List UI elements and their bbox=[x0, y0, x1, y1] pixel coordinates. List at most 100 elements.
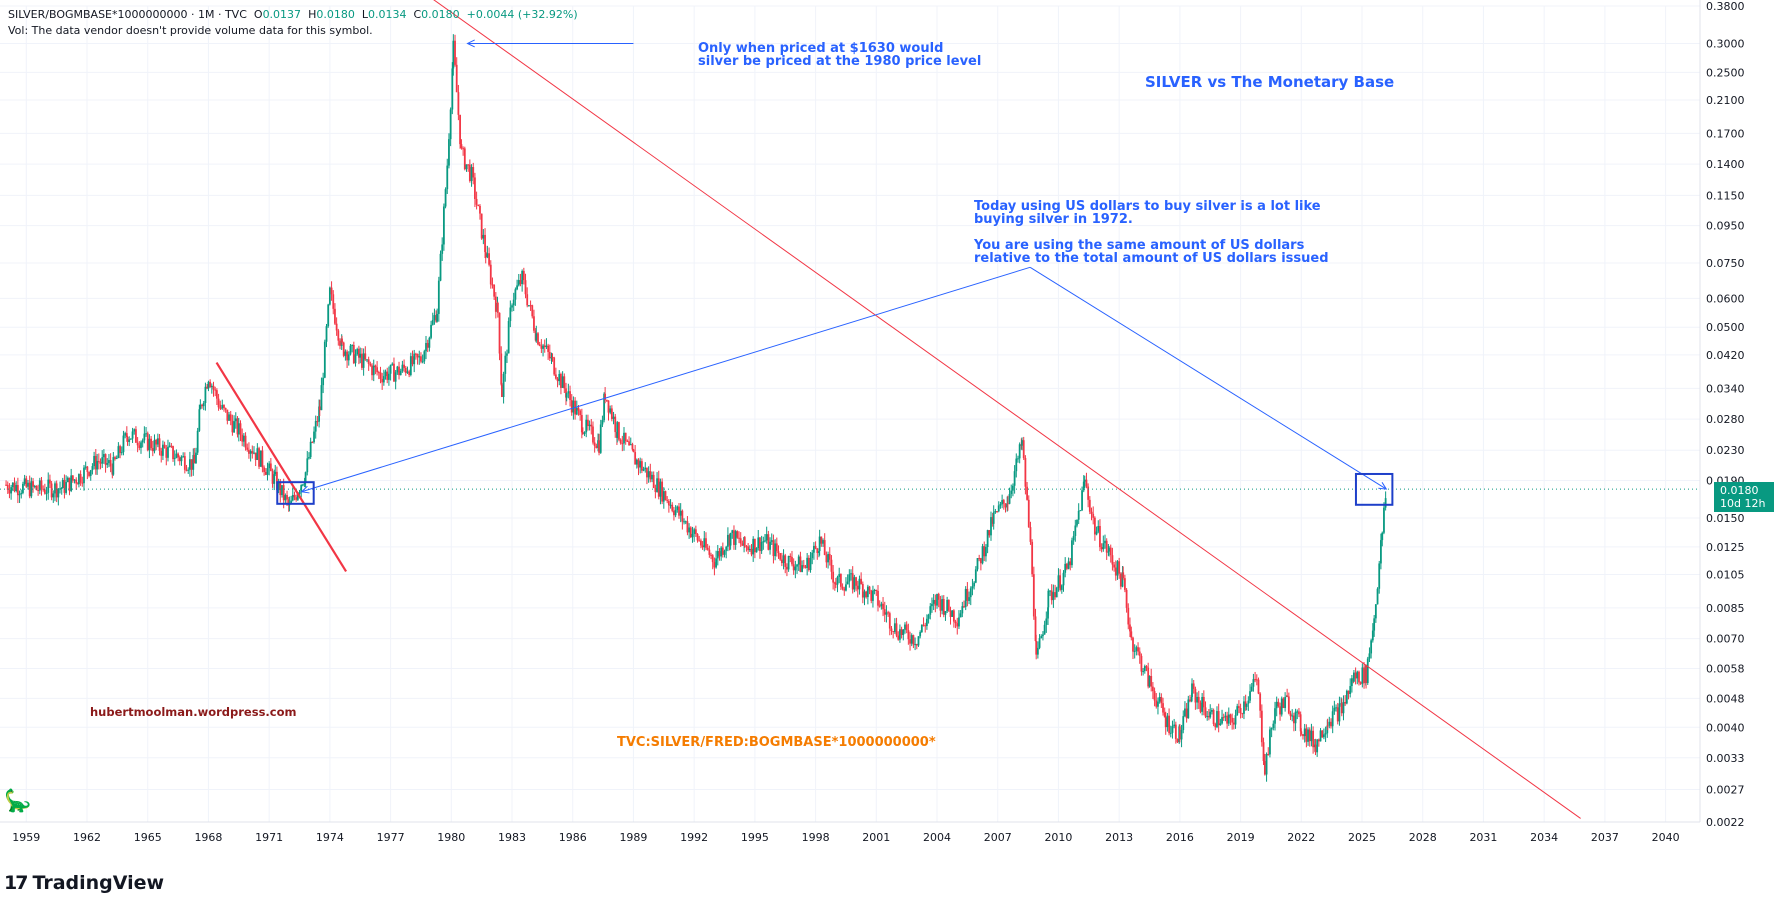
symbol-legend[interactable]: SILVER/BOGMBASE*1000000000 · 1M · TVC O0… bbox=[8, 8, 578, 21]
candle-body bbox=[629, 444, 632, 446]
candle-body bbox=[760, 542, 763, 552]
candle-body bbox=[223, 405, 225, 409]
candle-body bbox=[196, 430, 199, 453]
candle-body bbox=[1182, 716, 1185, 731]
candle-body bbox=[37, 490, 40, 492]
candle-body bbox=[301, 484, 304, 486]
candle-body bbox=[733, 530, 735, 545]
candle-body bbox=[612, 416, 615, 419]
candle-body bbox=[1338, 703, 1341, 722]
candle-body bbox=[1015, 458, 1018, 472]
candle-body bbox=[393, 363, 395, 382]
candle-body bbox=[635, 459, 638, 465]
tradingview-logo[interactable]: 17 TradingView bbox=[4, 872, 164, 894]
candle-body bbox=[1130, 631, 1133, 638]
candle-body bbox=[1227, 714, 1230, 724]
candle-body bbox=[125, 433, 128, 438]
candle-body bbox=[70, 475, 73, 491]
candle-body bbox=[1027, 499, 1030, 528]
candle-body bbox=[1326, 725, 1329, 727]
candle-body bbox=[463, 148, 466, 170]
candle-body bbox=[231, 420, 234, 433]
candle-body bbox=[141, 440, 144, 443]
candle-body bbox=[1082, 481, 1085, 491]
candle-body bbox=[787, 556, 790, 570]
candle-body bbox=[1294, 711, 1297, 724]
candle-body bbox=[654, 488, 657, 492]
candle-body bbox=[1298, 711, 1300, 715]
candle-body bbox=[109, 460, 112, 467]
candle-body bbox=[328, 287, 331, 305]
candle-body bbox=[61, 479, 64, 488]
candle-body bbox=[1017, 458, 1019, 460]
candle-body bbox=[897, 635, 900, 640]
formula-label[interactable]: TVC:SILVER/FRED:BOGMBASE*1000000000* bbox=[617, 735, 936, 750]
candle-body bbox=[522, 270, 525, 281]
candle-body bbox=[572, 400, 575, 413]
candle-body bbox=[873, 589, 876, 591]
candle-body bbox=[731, 530, 734, 534]
candle-body bbox=[597, 440, 599, 448]
candle-body bbox=[964, 588, 967, 608]
candle-body bbox=[1010, 490, 1013, 494]
candle-body bbox=[674, 509, 677, 516]
candle-body bbox=[750, 548, 753, 555]
candle-body bbox=[300, 485, 303, 493]
candle-body bbox=[493, 284, 496, 297]
peak-annotation[interactable]: Only when priced at $1630 would silver b… bbox=[698, 41, 982, 69]
candle-body bbox=[50, 483, 53, 498]
candle-body bbox=[585, 419, 588, 433]
candle-body bbox=[888, 613, 891, 629]
candle-body bbox=[575, 407, 578, 415]
candle-body bbox=[1259, 693, 1262, 711]
time-axis[interactable]: 1959 1962 1965 1968 1971 1974 1977 1980 1983 1986… bbox=[0, 821, 1700, 844]
candle-body bbox=[1206, 716, 1209, 718]
candle-body bbox=[1216, 711, 1218, 728]
candle-body bbox=[160, 450, 163, 456]
dino-icon[interactable]: 🦕 bbox=[4, 788, 32, 813]
candle-body bbox=[1243, 701, 1245, 714]
time-tick-label: 2031 bbox=[1469, 831, 1497, 844]
candle-body bbox=[1374, 604, 1377, 619]
candle-body bbox=[1085, 479, 1088, 487]
candle-body bbox=[1310, 730, 1313, 742]
candle-body bbox=[1356, 671, 1359, 679]
today-annotation[interactable]: Today using US dollars to buy silver is … bbox=[974, 199, 1329, 266]
candle-body bbox=[241, 434, 244, 442]
candle-body bbox=[498, 312, 501, 354]
candle-body bbox=[673, 510, 675, 516]
candle-body bbox=[693, 529, 696, 534]
candle-body bbox=[442, 206, 445, 245]
candle-body bbox=[978, 558, 981, 560]
candle-body bbox=[900, 629, 903, 635]
candle-body bbox=[394, 372, 397, 382]
candle-body bbox=[1257, 679, 1260, 694]
candle-body bbox=[57, 488, 60, 498]
time-tick-label: 2007 bbox=[984, 831, 1012, 844]
candle-body bbox=[765, 534, 768, 541]
candle-body bbox=[480, 213, 483, 239]
chart-title[interactable]: SILVER vs The Monetary Base bbox=[1145, 73, 1395, 91]
candle-body bbox=[457, 92, 460, 115]
candle-body bbox=[752, 538, 755, 555]
price-axis[interactable]: 0.0022 0.0027 0.0033 0.0040 0.0048 0.0058 0.00… bbox=[1699, 0, 1745, 829]
candle-body bbox=[384, 371, 387, 377]
website-watermark[interactable]: hubertmoolman.wordpress.com bbox=[90, 705, 297, 719]
candle-body bbox=[279, 481, 282, 496]
price-tick-label: 0.2500 bbox=[1706, 66, 1745, 79]
candle-body bbox=[937, 593, 940, 600]
candle-body bbox=[1072, 535, 1075, 541]
candle-body bbox=[1302, 734, 1304, 737]
candle-body bbox=[1036, 647, 1039, 655]
candle-body bbox=[293, 494, 296, 498]
candle-body bbox=[264, 471, 267, 475]
candle-body bbox=[117, 446, 120, 458]
candle-body bbox=[38, 480, 41, 491]
candle-body bbox=[462, 148, 465, 150]
candle-body bbox=[342, 342, 345, 356]
candle-body bbox=[1064, 563, 1067, 573]
candle-body bbox=[791, 557, 793, 565]
candle-body bbox=[729, 533, 732, 546]
candle-body bbox=[647, 471, 650, 478]
